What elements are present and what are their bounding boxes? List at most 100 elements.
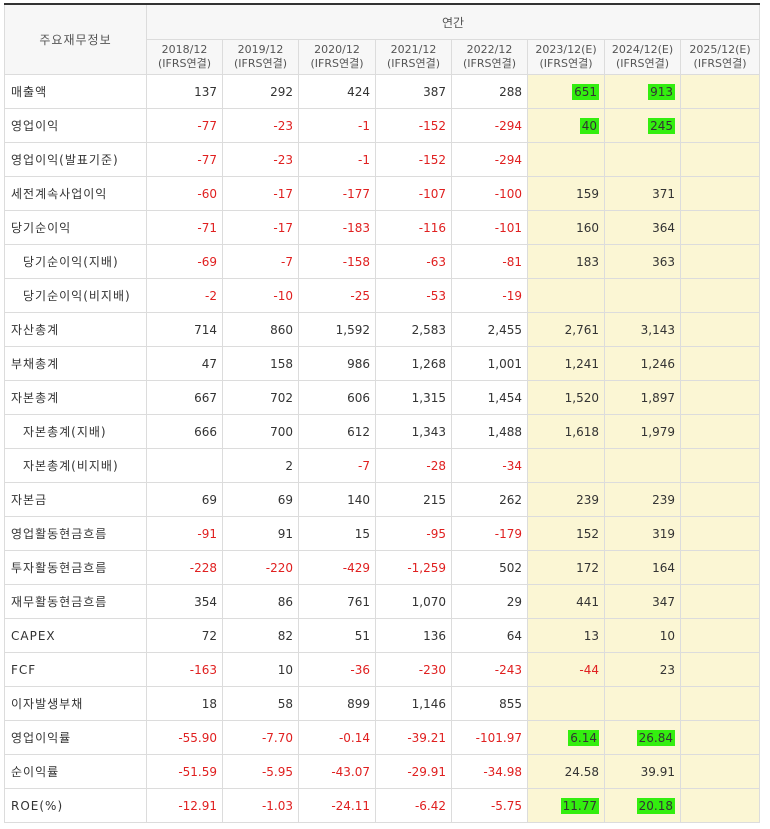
cell-value: 2,583 [411, 322, 446, 337]
cell-value: 159 [576, 186, 599, 201]
value-cell: -152 [375, 108, 452, 143]
value-cell [679, 380, 761, 415]
value-cell: -0.14 [298, 720, 376, 755]
value-cell: 183 [527, 244, 605, 279]
cell-value: 651 [572, 83, 599, 100]
value-cell: -5.75 [451, 788, 528, 823]
value-cell: -23 [222, 142, 299, 177]
value-cell: 24.58 [527, 754, 605, 789]
value-cell [679, 686, 761, 721]
row-label: 당기순이익(지배) [4, 244, 147, 279]
cell-value: 239 [576, 492, 599, 507]
cell-value: 1,241 [564, 356, 599, 371]
cell-value: -230 [418, 662, 446, 677]
cell-value: 1,246 [640, 356, 675, 371]
cell-value: -7 [281, 254, 293, 269]
table-row: FCF -163 10 -36 -230 -243 -44 23 [4, 652, 761, 687]
value-cell: 387 [375, 74, 452, 109]
value-cell: 347 [604, 584, 681, 619]
value-cell [679, 720, 761, 755]
value-cell: 15 [298, 516, 376, 551]
cell-value: -29.91 [407, 764, 446, 779]
value-cell: 441 [527, 584, 605, 619]
cell-value: 363 [652, 254, 675, 269]
value-cell: 2,583 [375, 312, 452, 347]
value-cell: -77 [146, 108, 223, 143]
value-cell: 10 [222, 652, 299, 687]
row-label: 영업이익(발표기준) [4, 142, 147, 177]
cell-value: 714 [194, 322, 217, 337]
table-row: 영업이익률 -55.90 -7.70 -0.14 -39.21 -101.97 6.14 26… [4, 720, 761, 755]
value-cell: 137 [146, 74, 223, 109]
column-header: 2019/12 (IFRS연결) [222, 39, 299, 75]
table-row: 영업이익 -77 -23 -1 -152 -294 40 245 [4, 108, 761, 143]
value-cell [679, 346, 761, 381]
value-cell [604, 142, 681, 177]
value-cell: 1,315 [375, 380, 452, 415]
cell-value: 39.91 [640, 764, 675, 779]
cell-value: -220 [265, 560, 293, 575]
value-cell: -60 [146, 176, 223, 211]
cell-value: -23 [273, 118, 293, 133]
cell-value: -55.90 [178, 730, 217, 745]
value-cell [146, 448, 223, 483]
value-cell: -1 [298, 142, 376, 177]
value-cell: -55.90 [146, 720, 223, 755]
row-label: CAPEX [4, 618, 147, 653]
value-cell [679, 788, 761, 823]
value-cell: -101 [451, 210, 528, 245]
value-cell: 72 [146, 618, 223, 653]
value-cell: 215 [375, 482, 452, 517]
cell-value: -294 [494, 152, 522, 167]
value-cell [679, 448, 761, 483]
cell-value: 702 [270, 390, 293, 405]
cell-value: -116 [418, 220, 446, 235]
cell-value: -28 [426, 458, 446, 473]
value-cell: -183 [298, 210, 376, 245]
financial-summary-table: 주요재무정보 연간 2018/12 (IFRS연결) 2019/12 (IFRS연결)… [4, 3, 761, 823]
value-cell: 20.18 [604, 788, 681, 823]
value-cell [679, 652, 761, 687]
value-cell: -6.42 [375, 788, 452, 823]
cell-value: 2,455 [487, 322, 522, 337]
row-label: 순이익률 [4, 754, 147, 789]
cell-value: -63 [426, 254, 446, 269]
value-cell [679, 482, 761, 517]
cell-value: -95 [426, 526, 446, 541]
cell-value: 371 [652, 186, 675, 201]
column-basis: (IFRS연결) [693, 57, 747, 70]
cell-value: 441 [576, 594, 599, 609]
column-period: 2018/12 [161, 43, 208, 56]
value-cell [679, 210, 761, 245]
cell-value: 239 [652, 492, 675, 507]
value-cell: 1,488 [451, 414, 528, 449]
cell-value: 860 [270, 322, 293, 337]
value-cell: 58 [222, 686, 299, 721]
cell-value: -294 [494, 118, 522, 133]
cell-value: 364 [652, 220, 675, 235]
table-row: CAPEX 72 82 51 136 64 13 10 [4, 618, 761, 653]
value-cell: -294 [451, 142, 528, 177]
cell-value: 262 [499, 492, 522, 507]
table-row: 자본금 69 69 140 215 262 239 239 [4, 482, 761, 517]
cell-value: -24.11 [331, 798, 370, 813]
cell-value: 23 [659, 662, 675, 677]
column-basis: (IFRS연결) [310, 57, 364, 70]
cell-value: 69 [277, 492, 293, 507]
value-cell: -34.98 [451, 754, 528, 789]
annual-group-header: 연간 [145, 3, 761, 40]
column-period: 2022/12 [466, 43, 513, 56]
value-cell: 288 [451, 74, 528, 109]
value-cell: 1,268 [375, 346, 452, 381]
cell-value: 292 [270, 84, 293, 99]
value-cell: 69 [146, 482, 223, 517]
value-cell: -116 [375, 210, 452, 245]
value-cell: -5.95 [222, 754, 299, 789]
column-period: 2025/12(E) [689, 43, 751, 56]
value-cell: 1,070 [375, 584, 452, 619]
cell-value: 11.77 [560, 797, 599, 814]
value-cell: 761 [298, 584, 376, 619]
value-cell: 11.77 [527, 788, 605, 823]
value-cell: -101.97 [451, 720, 528, 755]
cell-value: -1,259 [407, 560, 446, 575]
